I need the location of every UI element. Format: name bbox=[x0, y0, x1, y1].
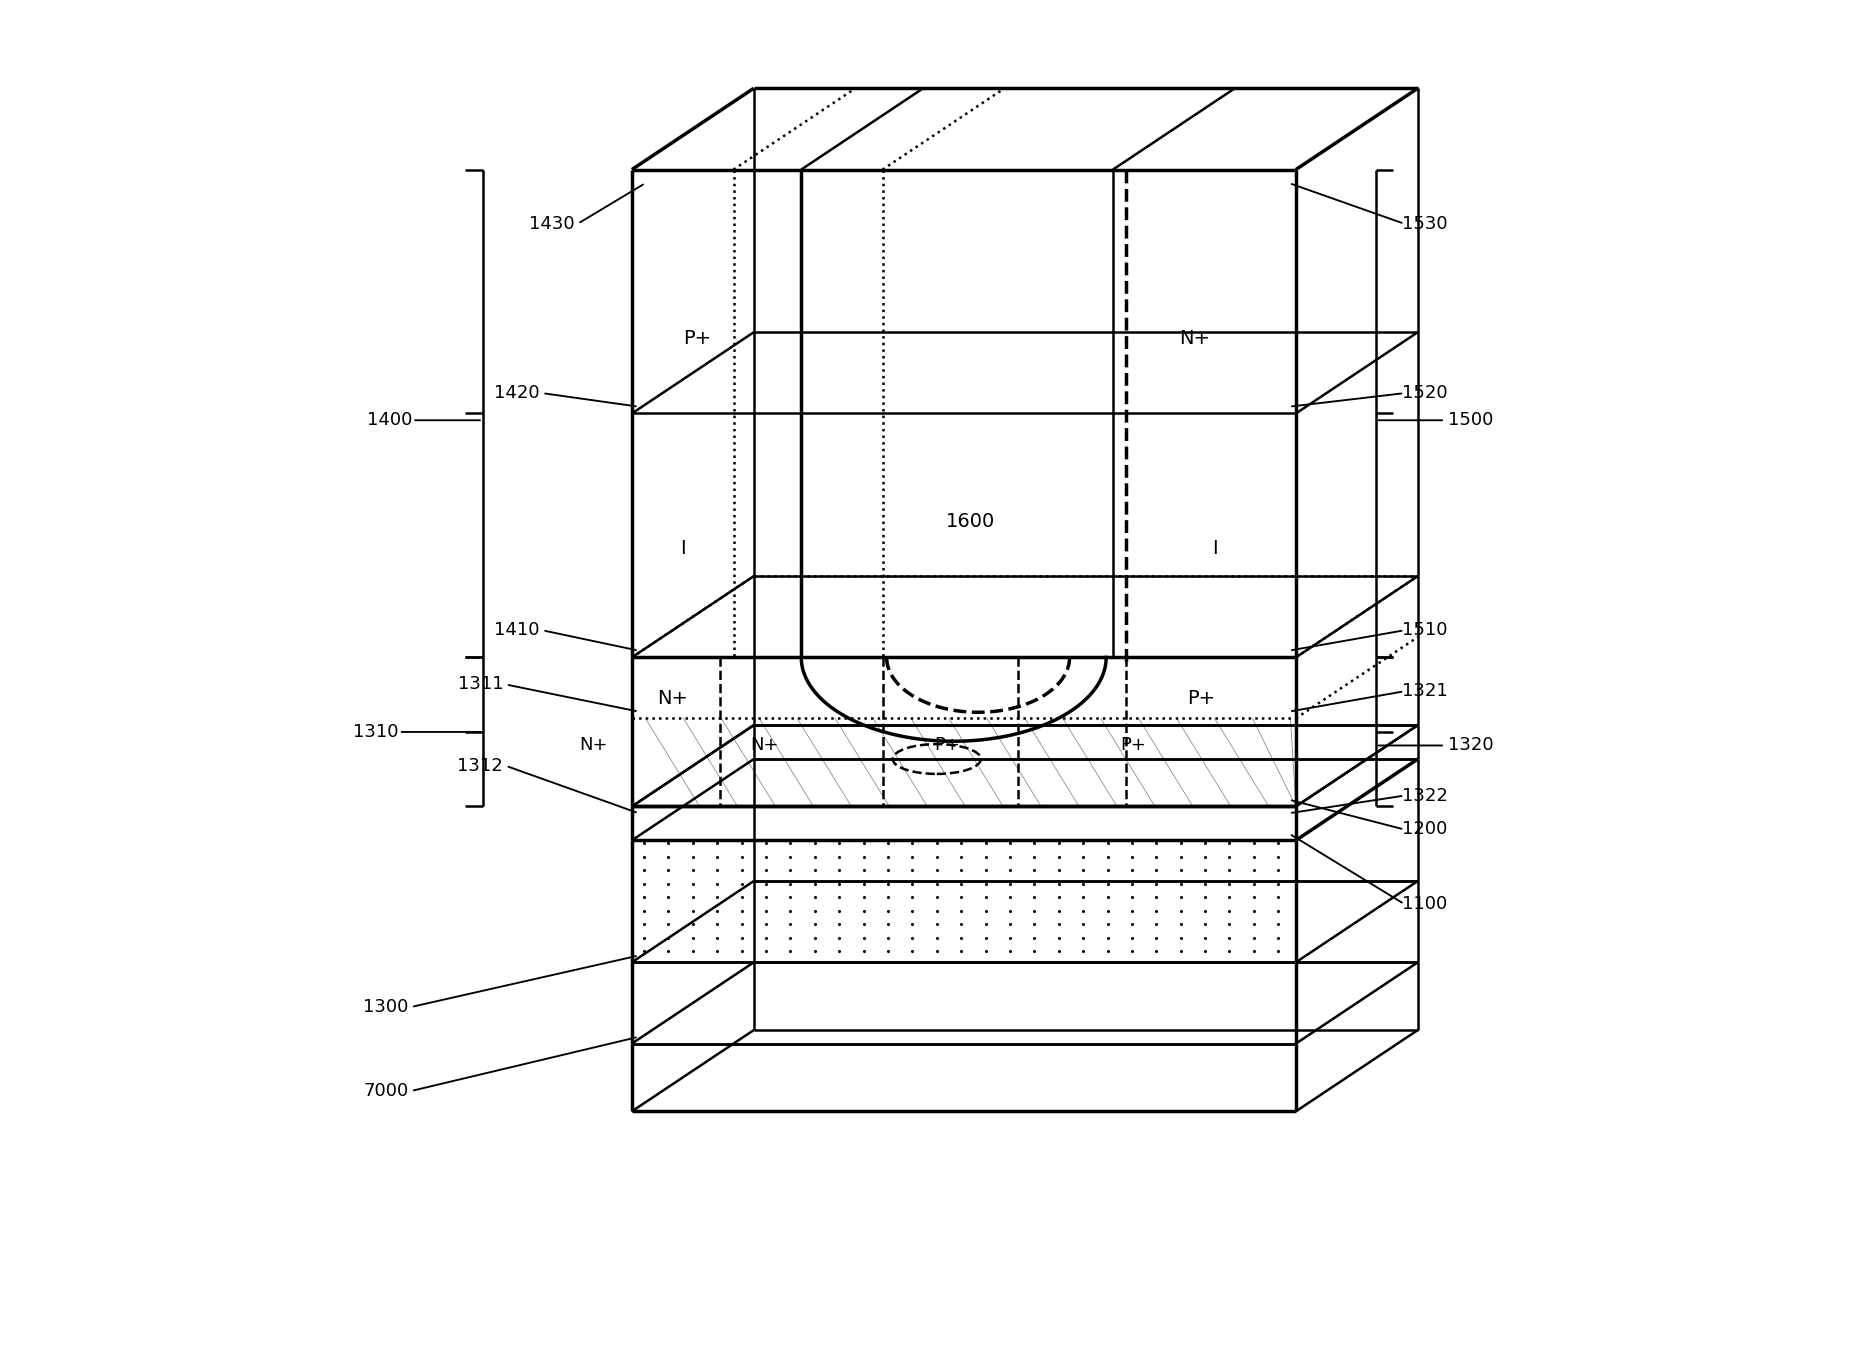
Text: 7000: 7000 bbox=[363, 1082, 409, 1101]
Text: I: I bbox=[1211, 539, 1218, 559]
Text: 1410: 1410 bbox=[495, 622, 539, 639]
Text: 1530: 1530 bbox=[1402, 215, 1447, 233]
Text: N+: N+ bbox=[1179, 330, 1209, 349]
Text: 1311: 1311 bbox=[458, 675, 504, 694]
Text: 1300: 1300 bbox=[363, 998, 409, 1016]
Text: 1520: 1520 bbox=[1402, 385, 1447, 402]
Text: 1500: 1500 bbox=[1447, 411, 1494, 430]
Text: 1312: 1312 bbox=[458, 757, 504, 775]
Text: 1200: 1200 bbox=[1402, 820, 1447, 838]
Text: P+: P+ bbox=[936, 737, 960, 754]
Text: 1321: 1321 bbox=[1402, 682, 1447, 701]
Text: N+: N+ bbox=[750, 737, 779, 754]
Text: 1320: 1320 bbox=[1447, 737, 1494, 754]
Text: 1420: 1420 bbox=[495, 385, 539, 402]
Text: N+: N+ bbox=[657, 689, 688, 708]
Text: I: I bbox=[681, 539, 686, 559]
Text: 1400: 1400 bbox=[366, 411, 413, 430]
Text: P+: P+ bbox=[1187, 689, 1215, 708]
Text: 1430: 1430 bbox=[530, 215, 575, 233]
Text: 1510: 1510 bbox=[1402, 622, 1447, 639]
Text: 1600: 1600 bbox=[947, 512, 995, 531]
Text: P+: P+ bbox=[683, 330, 711, 349]
Text: P+: P+ bbox=[1120, 737, 1146, 754]
Text: N+: N+ bbox=[580, 737, 608, 754]
Text: 1100: 1100 bbox=[1402, 895, 1447, 913]
Text: 1310: 1310 bbox=[353, 723, 398, 741]
Text: 1322: 1322 bbox=[1402, 787, 1447, 805]
